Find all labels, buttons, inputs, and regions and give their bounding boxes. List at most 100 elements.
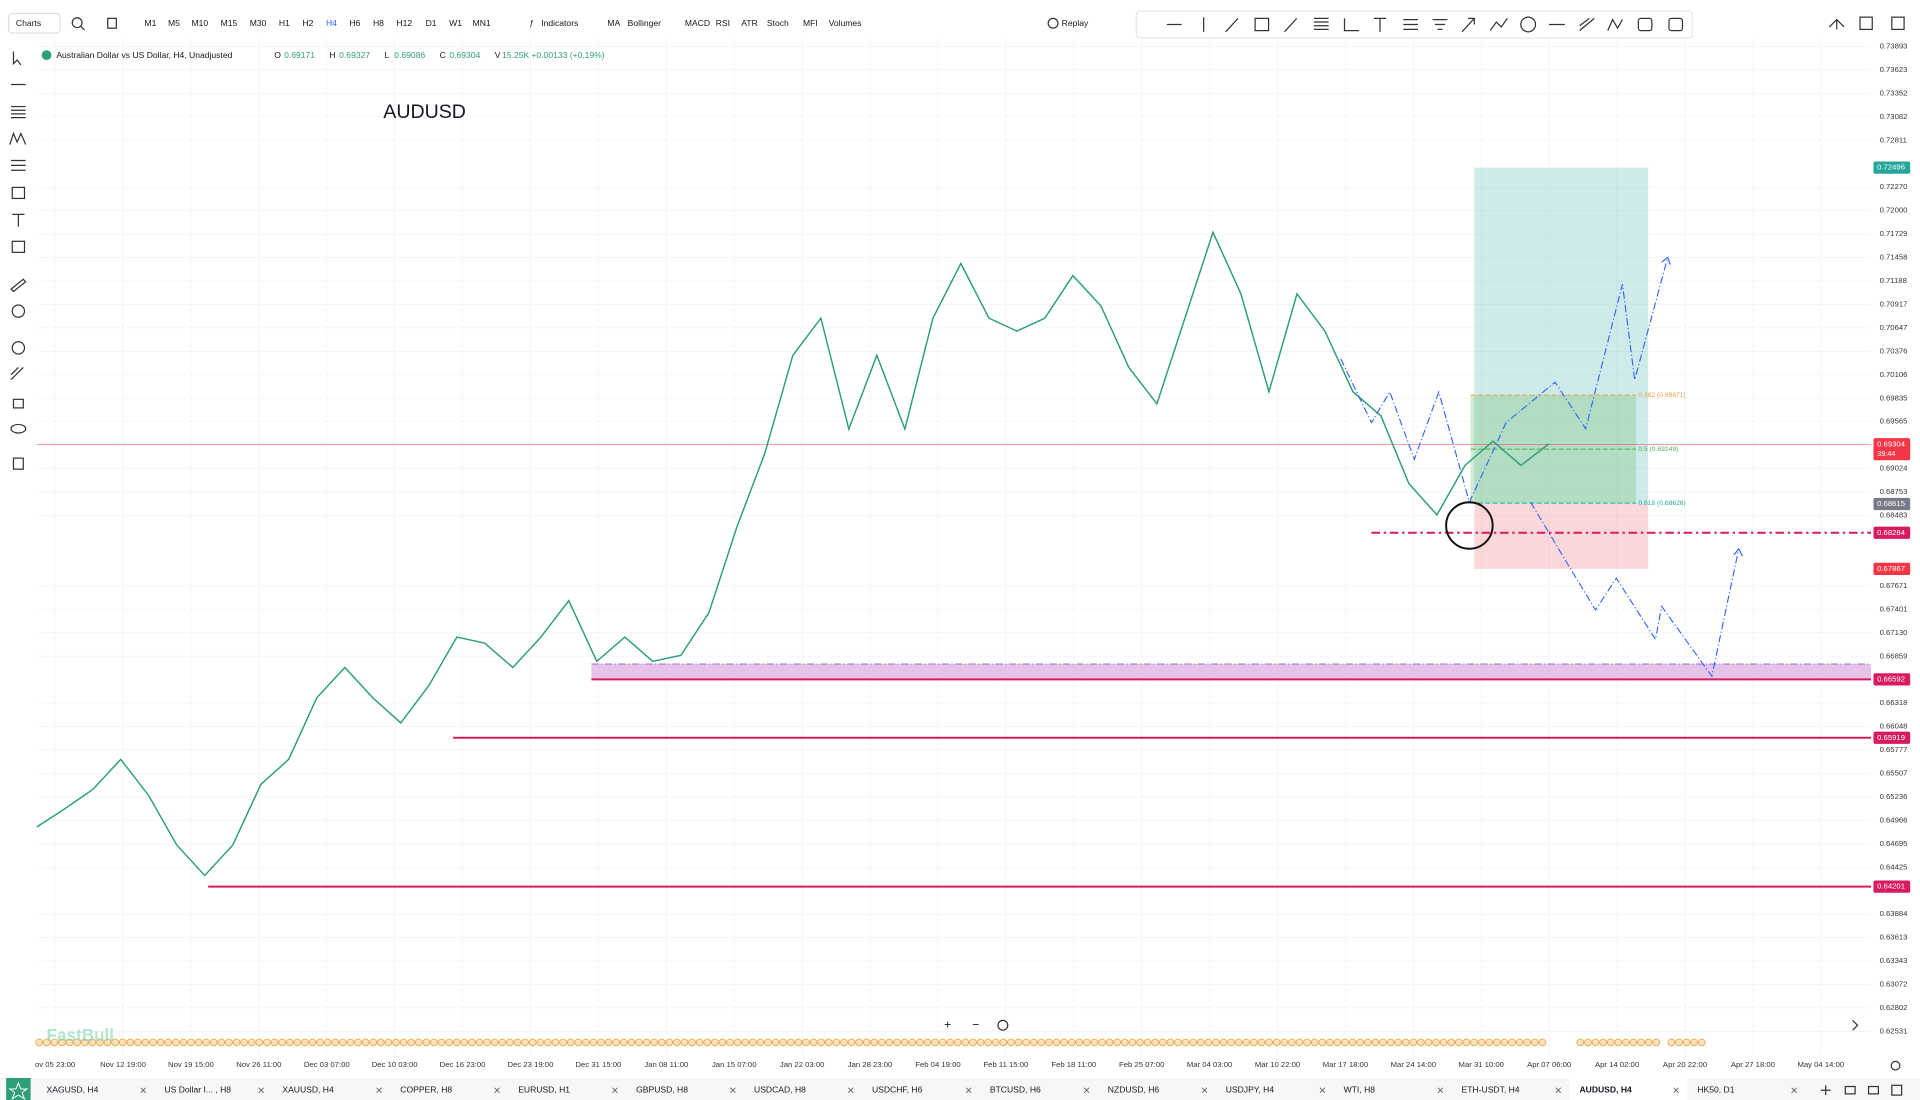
event-marker[interactable] [1348, 1038, 1357, 1047]
event-marker[interactable] [1417, 1038, 1425, 1047]
event-marker[interactable] [1196, 1038, 1205, 1047]
event-marker[interactable] [900, 1038, 909, 1047]
event-marker[interactable] [1477, 1038, 1486, 1047]
indicator-button[interactable]: MFI [803, 18, 818, 28]
event-marker[interactable] [1325, 1038, 1334, 1047]
event-marker[interactable] [1606, 1038, 1615, 1047]
event-marker[interactable] [1667, 1038, 1676, 1047]
event-marker[interactable] [908, 1038, 917, 1047]
event-marker[interactable] [225, 1038, 233, 1047]
tool-measure[interactable] [1668, 17, 1684, 32]
tab-label[interactable]: COPPER, H8 [400, 1084, 452, 1094]
event-marker[interactable] [384, 1038, 393, 1047]
event-marker[interactable] [695, 1038, 704, 1047]
timeframe-button[interactable]: H4 [326, 18, 337, 28]
event-marker[interactable] [1257, 1038, 1266, 1047]
tool-channel[interactable] [1343, 18, 1360, 32]
event-marker[interactable] [999, 1038, 1008, 1047]
event-marker[interactable] [187, 1038, 195, 1047]
tab-close[interactable] [1437, 1087, 1444, 1093]
event-marker[interactable] [1629, 1038, 1638, 1047]
event-marker[interactable] [1470, 1038, 1478, 1047]
event-marker[interactable] [915, 1038, 924, 1047]
tab-label[interactable]: US Dollar I... , H8 [164, 1084, 231, 1094]
event-marker[interactable] [832, 1038, 841, 1047]
event-marker[interactable] [718, 1038, 727, 1047]
favorite-button[interactable] [6, 1077, 31, 1100]
event-marker[interactable] [339, 1038, 347, 1047]
timeframe-button[interactable]: H6 [349, 18, 360, 28]
timeframe-button[interactable]: M1 [144, 18, 156, 28]
event-marker[interactable] [513, 1038, 522, 1047]
event-marker[interactable] [1120, 1038, 1129, 1047]
event-marker[interactable] [673, 1038, 681, 1047]
tool-arrow[interactable] [1461, 17, 1475, 33]
event-marker[interactable] [35, 1038, 44, 1047]
event-marker[interactable] [1333, 1038, 1342, 1047]
event-marker[interactable] [703, 1038, 712, 1047]
event-marker[interactable] [1113, 1038, 1122, 1047]
event-marker[interactable] [809, 1038, 818, 1047]
event-marker[interactable] [1697, 1038, 1706, 1047]
event-marker[interactable] [748, 1038, 757, 1047]
event-marker[interactable] [862, 1038, 871, 1047]
event-marker[interactable] [1409, 1038, 1418, 1047]
timeframe-button[interactable]: M5 [168, 18, 180, 28]
event-marker[interactable] [346, 1038, 355, 1047]
event-marker[interactable] [1014, 1038, 1023, 1047]
event-marker[interactable] [1143, 1038, 1152, 1047]
event-marker[interactable] [1637, 1038, 1645, 1047]
event-marker[interactable] [1022, 1038, 1030, 1047]
event-marker[interactable] [1272, 1038, 1281, 1047]
tool-brush[interactable] [1284, 17, 1298, 33]
event-marker[interactable] [1386, 1038, 1395, 1047]
event-marker[interactable] [293, 1038, 302, 1047]
event-marker[interactable] [1538, 1038, 1547, 1047]
tab-label[interactable]: GBPUSD, H8 [636, 1084, 688, 1094]
event-marker[interactable] [1052, 1038, 1061, 1047]
fullscreen-icon[interactable] [1891, 16, 1905, 31]
event-marker[interactable] [528, 1038, 537, 1047]
tab-close[interactable] [494, 1087, 500, 1093]
minimize-icon[interactable] [1867, 1085, 1879, 1095]
menu-label[interactable]: Charts [16, 18, 41, 28]
event-marker[interactable] [1462, 1038, 1471, 1047]
tab-close[interactable] [1791, 1087, 1797, 1093]
event-marker[interactable] [1394, 1038, 1402, 1047]
event-marker[interactable] [445, 1038, 453, 1047]
event-marker[interactable] [414, 1038, 423, 1047]
event-marker[interactable] [1295, 1038, 1304, 1047]
tab-label[interactable]: USDCHF, H6 [872, 1084, 923, 1094]
event-marker[interactable] [574, 1038, 583, 1047]
maximize-icon[interactable] [1891, 1084, 1903, 1096]
event-marker[interactable] [1591, 1038, 1600, 1047]
popout-icon[interactable] [1859, 16, 1873, 31]
timeframe-button[interactable]: H8 [373, 18, 384, 28]
event-marker[interactable] [498, 1038, 507, 1047]
event-marker[interactable] [361, 1038, 370, 1047]
indicators-label[interactable]: Indicators [541, 18, 578, 28]
event-marker[interactable] [285, 1038, 294, 1047]
event-marker[interactable] [794, 1038, 803, 1047]
event-marker[interactable] [1189, 1038, 1198, 1047]
event-marker[interactable] [323, 1038, 332, 1047]
event-marker[interactable] [878, 1038, 886, 1047]
tab-label[interactable]: ETH-USDT, H4 [1462, 1084, 1520, 1094]
event-marker[interactable] [1075, 1038, 1084, 1047]
event-marker[interactable] [1029, 1038, 1038, 1047]
event-marker[interactable] [847, 1038, 856, 1047]
event-marker[interactable] [73, 1038, 82, 1047]
event-marker[interactable] [270, 1038, 279, 1047]
event-marker[interactable] [1584, 1038, 1592, 1047]
tab-label[interactable]: HK50, D1 [1697, 1084, 1734, 1094]
event-marker[interactable] [331, 1038, 340, 1047]
event-marker[interactable] [209, 1038, 218, 1047]
timeframe-button[interactable]: M10 [192, 18, 209, 28]
timeframe-button[interactable]: M30 [250, 18, 267, 28]
event-marker[interactable] [976, 1038, 985, 1047]
event-marker[interactable] [961, 1038, 970, 1047]
text-tool[interactable] [12, 213, 25, 227]
timeframe-button[interactable]: H12 [396, 18, 412, 28]
event-marker[interactable] [604, 1038, 613, 1047]
tool-parallel[interactable] [1579, 17, 1595, 32]
